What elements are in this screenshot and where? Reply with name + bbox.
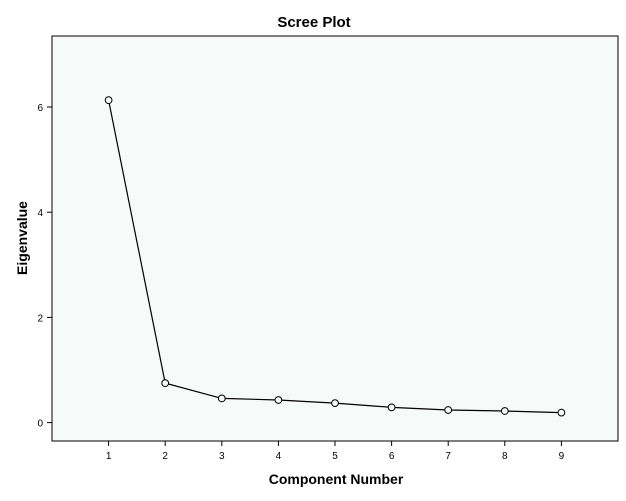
x-tick-label: 3 <box>219 451 225 462</box>
chart-title: Scree Plot <box>277 14 350 31</box>
data-point <box>104 96 113 105</box>
data-point <box>331 399 339 408</box>
x-tick-label: 9 <box>559 451 565 462</box>
x-tick-label: 2 <box>162 451 168 462</box>
series-layer <box>104 96 566 417</box>
x-tick-label: 4 <box>276 451 282 462</box>
y-tick-label: 4 <box>37 208 43 219</box>
y-axis-label: Eigenvalue <box>14 201 30 275</box>
x-tick-label: 5 <box>332 451 338 462</box>
x-tick-label: 6 <box>389 451 395 462</box>
data-point <box>387 403 396 412</box>
x-tick-label: 7 <box>445 451 451 462</box>
data-point <box>274 396 283 404</box>
data-point <box>444 406 453 414</box>
data-point <box>500 407 509 415</box>
x-tick-label: 8 <box>502 451 508 462</box>
y-tick-label: 0 <box>37 419 43 430</box>
y-tick-label: 2 <box>37 313 43 324</box>
x-axis-ticks: 1 2 3 4 5 6 7 8 9 <box>106 441 565 462</box>
y-axis-ticks: 0 2 4 6 <box>37 103 52 430</box>
data-point <box>161 379 170 388</box>
data-point <box>557 408 566 417</box>
data-point <box>217 394 226 403</box>
plot-area <box>51 35 619 442</box>
x-tick-label: 1 <box>106 451 112 462</box>
x-axis-label: Component Number <box>269 471 404 487</box>
y-tick-label: 6 <box>37 103 43 114</box>
